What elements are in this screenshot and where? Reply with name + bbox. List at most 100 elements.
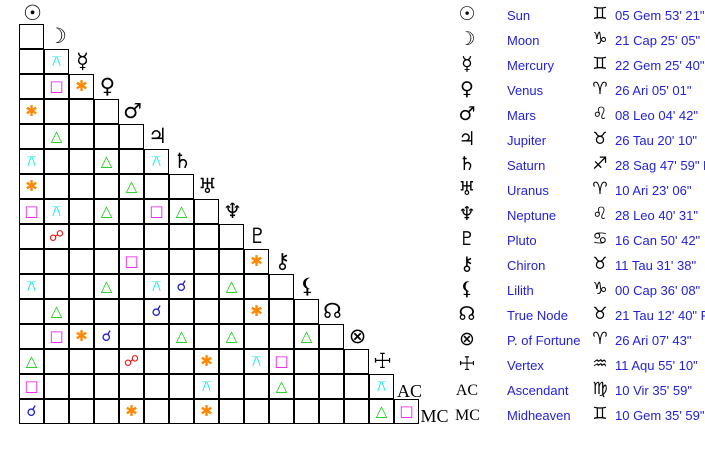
- legend-row-mercury[interactable]: ☿ Mercury ♊ 22 Gem 25' 40": [455, 53, 705, 80]
- aspect-cell-true-node-uranus[interactable]: [194, 299, 219, 324]
- aspect-cell-chiron-pluto[interactable]: ✱: [244, 249, 269, 274]
- legend-row-chiron[interactable]: ⚷ Chiron ♉ 11 Tau 31' 38": [455, 253, 705, 280]
- aspect-cell-pluto-jupiter[interactable]: [144, 224, 169, 249]
- aspect-cell-neptune-mars[interactable]: [119, 199, 144, 224]
- aspect-cell-ascendant-mercury[interactable]: [69, 374, 94, 399]
- aspect-cell-ascendant-p-of-fortune[interactable]: [344, 374, 369, 399]
- aspect-cell-venus-mercury[interactable]: ✱: [69, 74, 94, 99]
- aspect-cell-vertex-pluto[interactable]: ⚻: [244, 349, 269, 374]
- aspect-cell-true-node-lilith[interactable]: [294, 299, 319, 324]
- legend-row-sun[interactable]: ☉ Sun ♊ 05 Gem 53' 21": [455, 3, 705, 30]
- aspect-cell-lilith-venus[interactable]: △: [94, 274, 119, 299]
- aspect-cell-saturn-venus[interactable]: △: [94, 149, 119, 174]
- aspect-cell-p-of-fortune-lilith[interactable]: △: [294, 324, 319, 349]
- legend-row-true-node[interactable]: ☊ True Node ♉ 21 Tau 12' 40" R: [455, 303, 705, 330]
- aspect-cell-ascendant-pluto[interactable]: [244, 374, 269, 399]
- aspect-cell-jupiter-venus[interactable]: [94, 124, 119, 149]
- legend-row-pluto[interactable]: ♇ Pluto ♋ 16 Can 50' 42": [455, 228, 705, 255]
- aspect-cell-uranus-mercury[interactable]: [69, 174, 94, 199]
- aspect-cell-midheaven-pluto[interactable]: [244, 399, 269, 424]
- aspect-cell-saturn-mars[interactable]: [119, 149, 144, 174]
- aspect-cell-true-node-pluto[interactable]: ✱: [244, 299, 269, 324]
- aspect-cell-chiron-mars[interactable]: □: [119, 249, 144, 274]
- aspect-cell-p-of-fortune-uranus[interactable]: [194, 324, 219, 349]
- aspect-cell-midheaven-mars[interactable]: ✱: [119, 399, 144, 424]
- aspect-cell-uranus-sun[interactable]: ✱: [19, 174, 44, 199]
- aspect-cell-ascendant-venus[interactable]: [94, 374, 119, 399]
- aspect-cell-chiron-uranus[interactable]: [194, 249, 219, 274]
- aspect-cell-midheaven-venus[interactable]: [94, 399, 119, 424]
- aspect-cell-p-of-fortune-sun[interactable]: [19, 324, 44, 349]
- aspect-cell-lilith-chiron[interactable]: [269, 274, 294, 299]
- aspect-cell-saturn-mercury[interactable]: [69, 149, 94, 174]
- legend-row-ascendant[interactable]: AC Ascendant ♍ 10 Vir 35' 59": [455, 379, 705, 405]
- aspect-cell-ascendant-moon[interactable]: [44, 374, 69, 399]
- legend-row-lilith[interactable]: ⚸ Lilith ♑ 00 Cap 36' 08": [455, 278, 705, 305]
- aspect-cell-ascendant-vertex[interactable]: ⚻: [369, 374, 394, 399]
- aspect-cell-chiron-neptune[interactable]: [219, 249, 244, 274]
- aspect-cell-vertex-mars[interactable]: ☍: [119, 349, 144, 374]
- aspect-cell-midheaven-saturn[interactable]: [169, 399, 194, 424]
- aspect-cell-true-node-mars[interactable]: [119, 299, 144, 324]
- aspect-cell-vertex-jupiter[interactable]: [144, 349, 169, 374]
- aspect-cell-ascendant-sun[interactable]: □: [19, 374, 44, 399]
- aspect-cell-venus-moon[interactable]: □: [44, 74, 69, 99]
- aspect-cell-lilith-saturn[interactable]: ☌: [169, 274, 194, 299]
- legend-row-venus[interactable]: ♀ Venus ♈ 26 Ari 05' 01": [455, 78, 705, 105]
- aspect-cell-true-node-sun[interactable]: [19, 299, 44, 324]
- aspect-cell-true-node-jupiter[interactable]: ☌: [144, 299, 169, 324]
- aspect-cell-uranus-venus[interactable]: [94, 174, 119, 199]
- aspect-cell-lilith-jupiter[interactable]: ⚻: [144, 274, 169, 299]
- aspect-cell-saturn-moon[interactable]: [44, 149, 69, 174]
- aspect-cell-midheaven-vertex[interactable]: △: [369, 399, 394, 424]
- aspect-cell-moon-sun[interactable]: [19, 24, 44, 49]
- aspect-cell-p-of-fortune-venus[interactable]: ☌: [94, 324, 119, 349]
- aspect-cell-ascendant-chiron[interactable]: △: [269, 374, 294, 399]
- aspect-cell-midheaven-p-of-fortune[interactable]: [344, 399, 369, 424]
- aspect-cell-jupiter-mercury[interactable]: [69, 124, 94, 149]
- aspect-cell-true-node-saturn[interactable]: [169, 299, 194, 324]
- aspect-cell-neptune-moon[interactable]: ⚻: [44, 199, 69, 224]
- legend-row-moon[interactable]: ☽ Moon ♑ 21 Cap 25' 05": [455, 28, 705, 55]
- aspect-cell-vertex-moon[interactable]: [44, 349, 69, 374]
- aspect-cell-lilith-moon[interactable]: [44, 274, 69, 299]
- aspect-cell-venus-sun[interactable]: [19, 74, 44, 99]
- aspect-cell-pluto-uranus[interactable]: [194, 224, 219, 249]
- aspect-cell-midheaven-ascendant[interactable]: □: [394, 399, 419, 424]
- aspect-cell-vertex-true-node[interactable]: [319, 349, 344, 374]
- aspect-cell-true-node-chiron[interactable]: [269, 299, 294, 324]
- aspect-cell-midheaven-moon[interactable]: [44, 399, 69, 424]
- aspect-cell-vertex-chiron[interactable]: □: [269, 349, 294, 374]
- aspect-cell-jupiter-moon[interactable]: △: [44, 124, 69, 149]
- aspect-cell-jupiter-mars[interactable]: [119, 124, 144, 149]
- aspect-cell-p-of-fortune-moon[interactable]: □: [44, 324, 69, 349]
- aspect-cell-jupiter-sun[interactable]: [19, 124, 44, 149]
- aspect-cell-ascendant-jupiter[interactable]: [144, 374, 169, 399]
- aspect-cell-neptune-saturn[interactable]: △: [169, 199, 194, 224]
- aspect-cell-uranus-mars[interactable]: △: [119, 174, 144, 199]
- aspect-cell-ascendant-mars[interactable]: [119, 374, 144, 399]
- aspect-cell-pluto-mercury[interactable]: [69, 224, 94, 249]
- aspect-cell-uranus-moon[interactable]: [44, 174, 69, 199]
- aspect-cell-midheaven-mercury[interactable]: [69, 399, 94, 424]
- aspect-cell-lilith-mercury[interactable]: [69, 274, 94, 299]
- aspect-cell-pluto-moon[interactable]: ☍: [44, 224, 69, 249]
- legend-row-vertex[interactable]: ☩ Vertex ♒ 11 Aqu 55' 10": [455, 353, 705, 380]
- aspect-cell-uranus-jupiter[interactable]: [144, 174, 169, 199]
- aspect-cell-ascendant-lilith[interactable]: [294, 374, 319, 399]
- aspect-cell-true-node-neptune[interactable]: [219, 299, 244, 324]
- aspect-cell-pluto-neptune[interactable]: [219, 224, 244, 249]
- aspect-cell-neptune-jupiter[interactable]: □: [144, 199, 169, 224]
- aspect-cell-vertex-lilith[interactable]: [294, 349, 319, 374]
- aspect-cell-uranus-saturn[interactable]: [169, 174, 194, 199]
- aspect-cell-vertex-p-of-fortune[interactable]: [344, 349, 369, 374]
- aspect-cell-vertex-mercury[interactable]: [69, 349, 94, 374]
- aspect-cell-p-of-fortune-saturn[interactable]: △: [169, 324, 194, 349]
- aspect-cell-pluto-sun[interactable]: [19, 224, 44, 249]
- aspect-cell-ascendant-uranus[interactable]: ⚻: [194, 374, 219, 399]
- legend-row-saturn[interactable]: ♄ Saturn ♐ 28 Sag 47' 59" R: [455, 153, 705, 180]
- aspect-cell-ascendant-saturn[interactable]: [169, 374, 194, 399]
- legend-row-p-of-fortune[interactable]: ⊗ P. of Fortune ♈ 26 Ari 07' 43": [455, 328, 705, 355]
- aspect-cell-midheaven-sun[interactable]: ☌: [19, 399, 44, 424]
- aspect-cell-mercury-moon[interactable]: ⚻: [44, 49, 69, 74]
